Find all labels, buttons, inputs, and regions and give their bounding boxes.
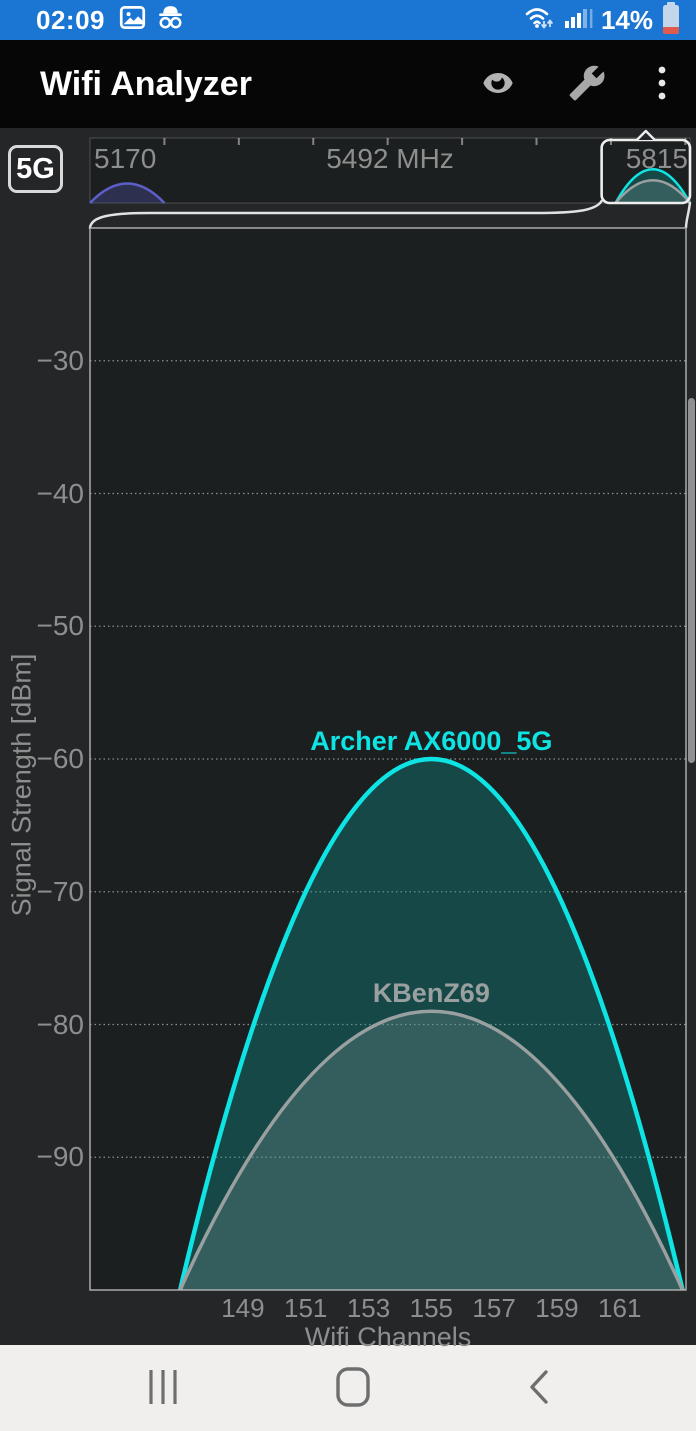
overview-freq-max: 5815 — [625, 143, 688, 174]
android-nav-bar — [0, 1345, 696, 1431]
selection-notch[interactable] — [635, 129, 656, 141]
ap-curve — [177, 757, 685, 1290]
notification-icons — [119, 4, 185, 36]
zoom-scrollbar[interactable] — [688, 398, 695, 763]
home-button[interactable] — [329, 1360, 377, 1417]
wrench-icon — [568, 64, 606, 105]
overflow-menu-button[interactable] — [652, 59, 672, 110]
eye-icon — [478, 67, 518, 102]
overview-freq-center: 5492 MHz — [326, 143, 454, 174]
settings-wrench-button[interactable] — [564, 60, 610, 109]
ap-curve — [178, 1009, 685, 1290]
y-axis-title: Signal Strength [dBm] — [6, 653, 37, 917]
signal-strength-icon — [564, 4, 594, 37]
overview-freq-min: 5170 — [94, 143, 157, 174]
plot-border — [89, 227, 687, 1291]
overview-ap-curve — [614, 179, 691, 204]
overview-ap-curve — [89, 182, 166, 204]
connector-line-left — [88, 199, 603, 230]
back-icon — [526, 1367, 550, 1410]
back-button[interactable] — [520, 1361, 556, 1416]
app-bar-actions — [474, 59, 672, 110]
overview-strip[interactable] — [89, 137, 691, 204]
page-title: Wifi Analyzer — [40, 64, 252, 103]
system-status-icons: 14% — [523, 1, 682, 40]
app-bar: Wifi Analyzer — [0, 40, 696, 128]
recents-button[interactable] — [140, 1362, 186, 1415]
overview-ap-curve — [614, 167, 692, 204]
connector-line-right — [684, 201, 692, 229]
x-axis-title: Wifi Channels — [304, 1322, 472, 1352]
status-bar: 02:09 14% — [0, 0, 696, 40]
wifi-icon — [523, 3, 557, 38]
band-selector-button[interactable]: 5G — [8, 145, 63, 193]
eye-button[interactable] — [474, 63, 522, 106]
battery-percent: 14% — [600, 4, 653, 35]
overflow-menu-icon — [656, 63, 668, 106]
image-icon — [119, 4, 146, 36]
home-icon — [335, 1366, 371, 1411]
clock: 02:09 — [36, 4, 105, 35]
channel-graph-canvas[interactable] — [0, 128, 696, 1345]
incognito-icon — [156, 4, 185, 36]
wifi-channel-graph[interactable]: 5G 5170 5492 MHz 5815 Signal Strength [d… — [0, 128, 696, 1352]
recents-icon — [146, 1368, 180, 1409]
battery-icon — [660, 1, 682, 40]
